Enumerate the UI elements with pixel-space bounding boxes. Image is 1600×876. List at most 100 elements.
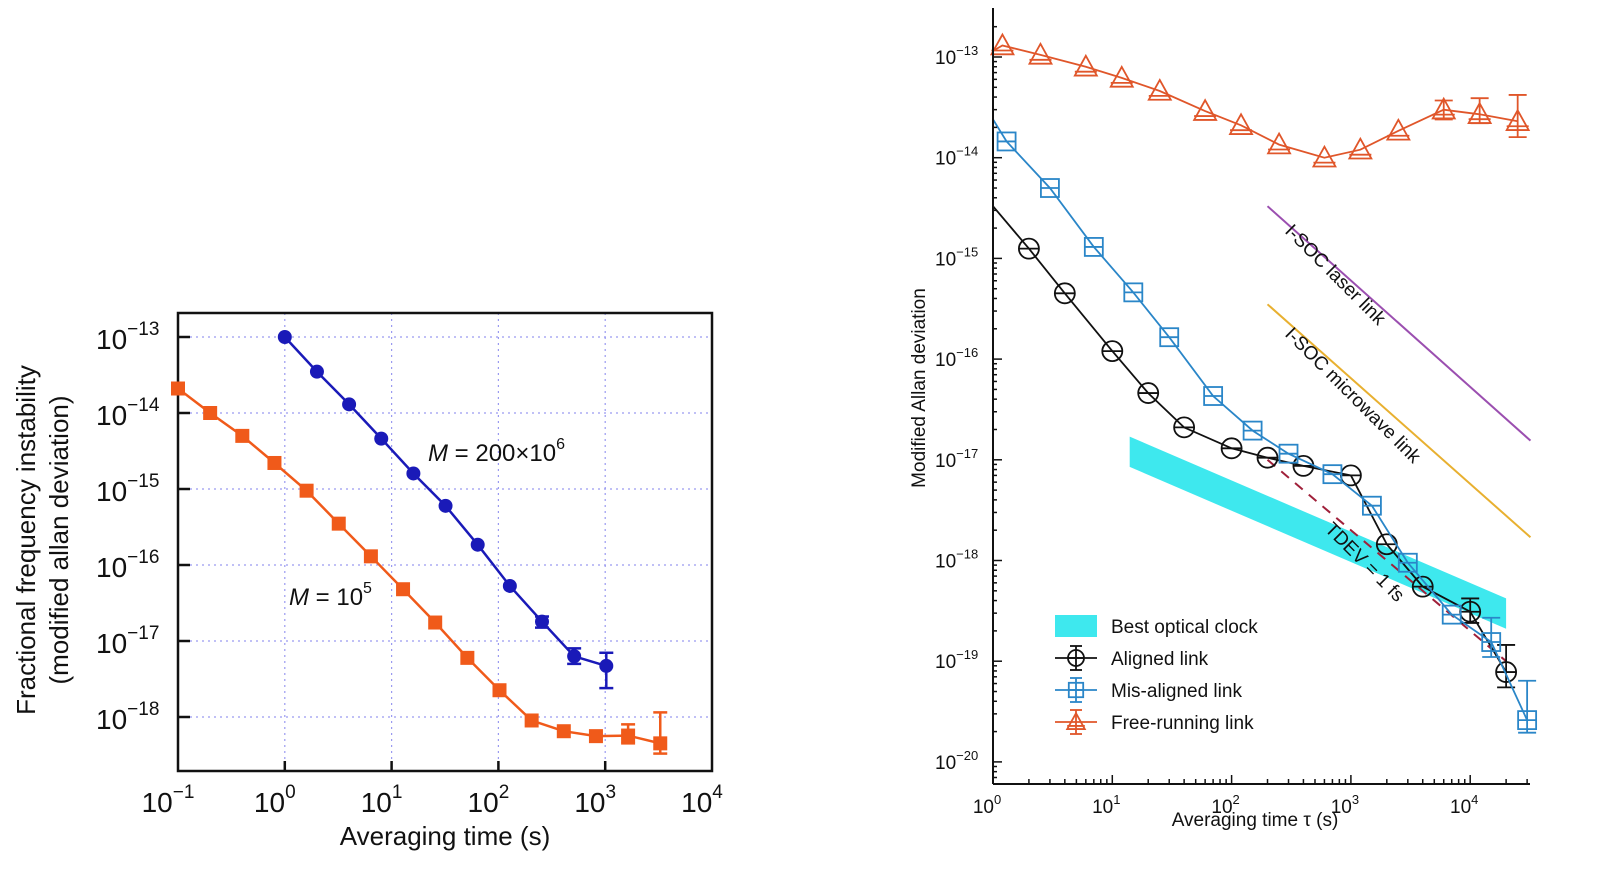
data-point (1027, 42, 1054, 65)
tick-exponent: 2 (1233, 792, 1240, 807)
series-line (992, 44, 1518, 159)
tick-base: 10 (361, 787, 392, 818)
data-point (1109, 65, 1135, 88)
label-sup: 5 (363, 580, 372, 597)
tick-exponent: −14 (956, 144, 978, 159)
misaligned-link-series (992, 118, 1538, 734)
tick-base: 10 (681, 787, 712, 818)
tick-exponent: 0 (994, 792, 1001, 807)
tick-base: 10 (96, 552, 127, 583)
tick-exponent: 1 (1113, 792, 1120, 807)
left-series-label-blue: M = 200×106 (428, 436, 565, 467)
x-tick-label: 103 (1331, 792, 1359, 818)
tick-base: 10 (96, 704, 127, 735)
data-point (1385, 117, 1411, 141)
data-point (556, 724, 571, 739)
tick-exponent: −19 (956, 647, 978, 662)
y-tick-label: 10−14 (96, 395, 160, 431)
right-reference-lines (1266, 205, 1532, 662)
tick-base: 10 (973, 797, 994, 818)
y-tick-label: 10−16 (96, 547, 159, 583)
data-point (1505, 108, 1531, 131)
label-m: M (428, 440, 448, 467)
left-y-axis-label-line1: Fractional frequency instability (11, 365, 41, 715)
tick-base: 10 (468, 787, 499, 818)
tick-base: 10 (935, 753, 956, 774)
x-tick-label: 103 (574, 782, 616, 818)
tick-exponent: −18 (956, 547, 978, 562)
left-ticks: 10−1 100 101 102 103 10410−1310−1410−1510−161… (96, 319, 723, 818)
data-point (1147, 78, 1173, 101)
data-point (277, 330, 292, 344)
tick-exponent: −14 (127, 395, 160, 416)
tick-exponent: 4 (712, 782, 723, 803)
left-series-label-orange: M = 105 (289, 580, 372, 611)
right-x-axis-label: Averaging time τ (s) (1172, 810, 1339, 831)
x-tick-label: 104 (1450, 792, 1478, 818)
left-x-axis-label: Averaging time (s) (340, 821, 551, 851)
label-m: M (289, 584, 309, 611)
tick-exponent: −17 (956, 446, 978, 461)
data-point (438, 498, 453, 513)
x-tick-label: 101 (361, 782, 403, 818)
data-point (1073, 53, 1099, 77)
legend-item: Free-running link (1055, 709, 1254, 735)
data-point (492, 683, 507, 698)
tick-base: 10 (935, 350, 956, 371)
tick-exponent: −17 (127, 623, 159, 644)
data-point (470, 537, 485, 552)
tick-exponent: −16 (127, 547, 159, 568)
tick-exponent: 3 (605, 782, 616, 803)
x-tick-label: 104 (681, 782, 723, 818)
data-point (1311, 144, 1337, 168)
label-rest: = 200×10 (448, 440, 556, 467)
tick-exponent: −13 (127, 319, 159, 340)
data-point (374, 431, 389, 446)
tdev-1fs-line (1266, 459, 1507, 662)
y-tick-label: 10−14 (935, 144, 978, 170)
data-point (1192, 98, 1218, 121)
data-point (1467, 101, 1493, 124)
tick-base: 10 (574, 787, 605, 818)
tick-exponent: 0 (285, 782, 296, 803)
x-tick-label: 102 (468, 782, 510, 818)
tick-exponent: −18 (127, 699, 159, 720)
y-tick-label: 10−16 (935, 345, 978, 371)
ref-label-laser: I-SOC laser link (1280, 221, 1389, 330)
right-chart: 100 101 102 103 10410−1310−1410−1510−1610−17… (909, 8, 1538, 831)
data-point (460, 650, 475, 665)
data-point (235, 428, 250, 443)
y-tick-label: 10−13 (935, 43, 978, 69)
data-point (1266, 131, 1292, 155)
tick-base: 10 (1450, 797, 1471, 818)
data-point (203, 406, 218, 420)
x-tick-label: 100 (973, 792, 1001, 818)
y-tick-label: 10−13 (96, 319, 159, 355)
tick-base: 10 (935, 48, 956, 69)
tick-exponent: −15 (956, 244, 978, 259)
data-point (1228, 112, 1254, 135)
right-ticks: 100 101 102 103 10410−1310−1410−1510−1610−17… (935, 25, 1528, 818)
data-point (1347, 136, 1373, 160)
y-tick-label: 10−18 (935, 547, 978, 573)
data-point (267, 455, 282, 470)
x-tick-label: 100 (254, 782, 296, 818)
series-blue (277, 330, 614, 690)
isoc-microwave-link-line (1266, 303, 1532, 539)
data-point (588, 729, 603, 744)
tick-exponent: 2 (499, 782, 510, 803)
x-tick-label: 101 (1092, 792, 1120, 818)
data-point (599, 658, 614, 673)
data-point (171, 381, 185, 396)
data-point (1431, 96, 1457, 120)
label-rest: = 10 (309, 584, 363, 611)
series-line (177, 387, 661, 745)
legend-item: Aligned link (1055, 645, 1209, 671)
tick-base: 10 (935, 652, 956, 673)
data-point (502, 578, 517, 593)
tick-exponent: −20 (956, 748, 978, 763)
legend-item: Best optical clock (1055, 615, 1258, 638)
legend-label: Mis-aligned link (1111, 681, 1242, 702)
tick-exponent: 3 (1352, 792, 1359, 807)
